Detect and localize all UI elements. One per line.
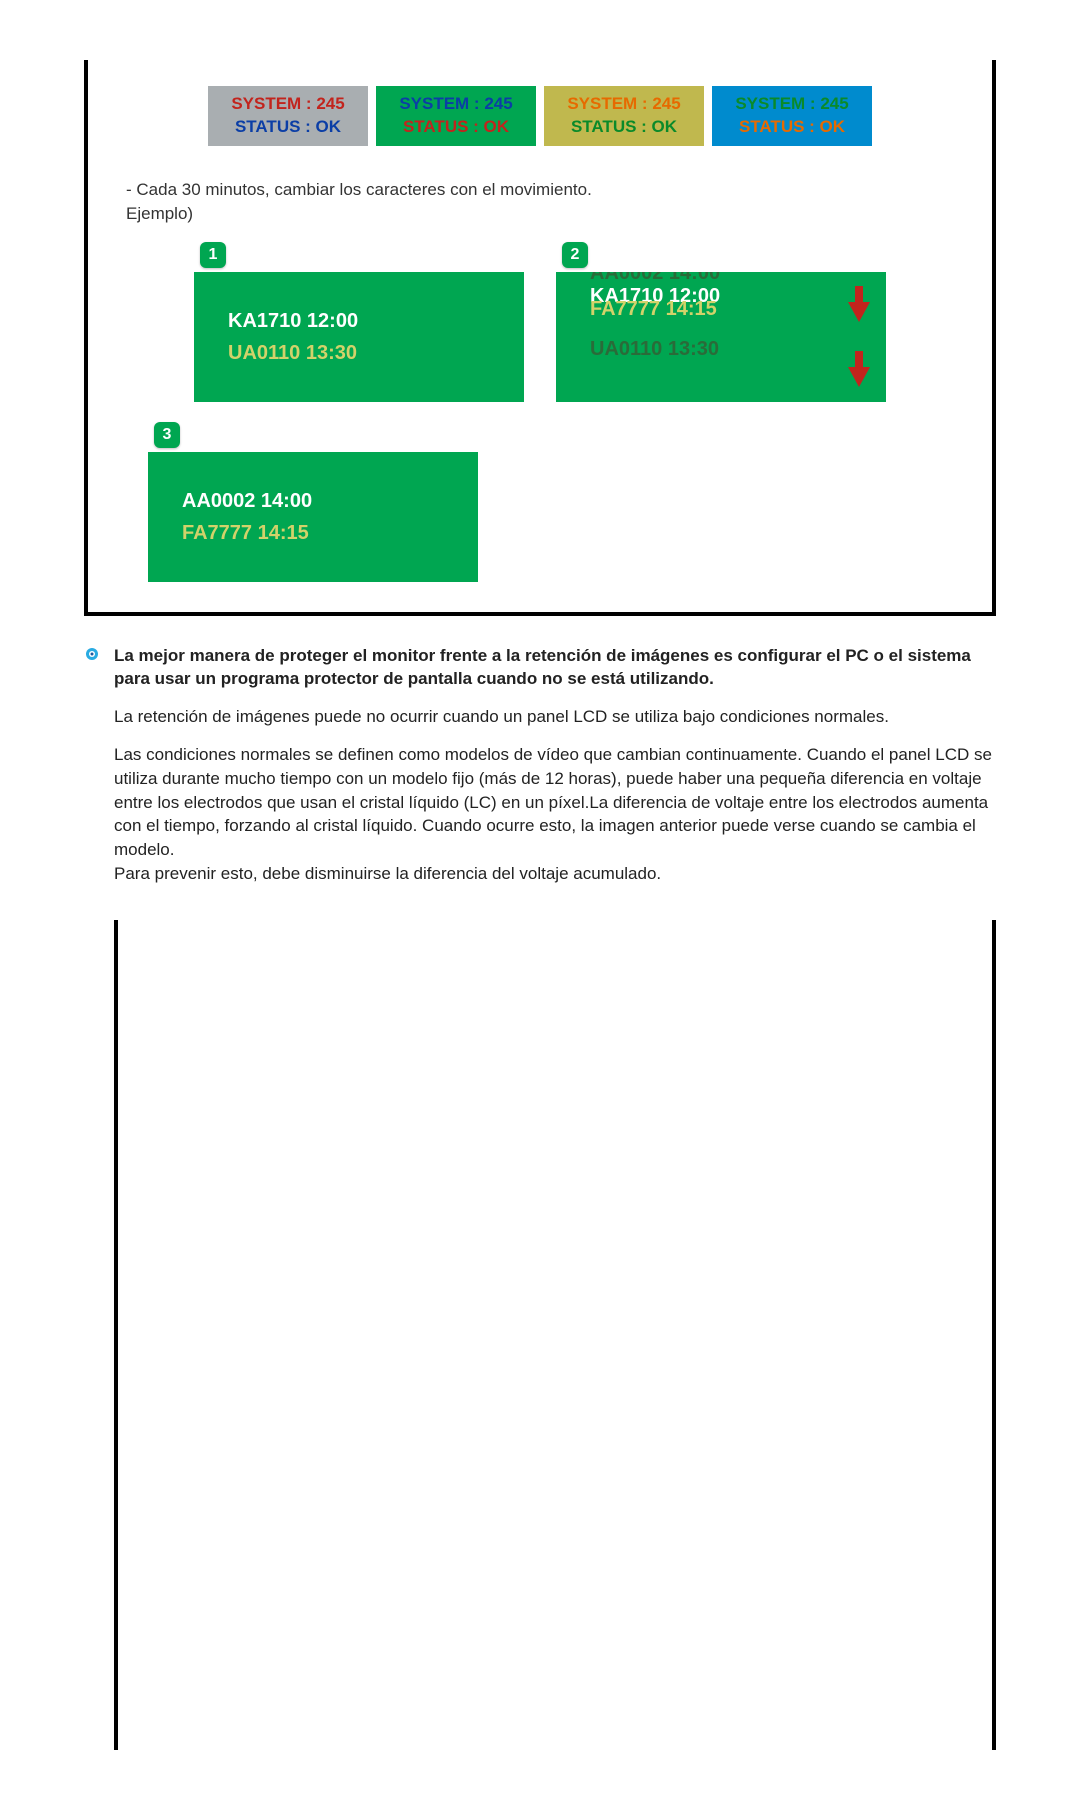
body-p4: Para prevenir esto, debe disminuirse la …	[114, 862, 996, 886]
system-box-2-line1: SYSTEM : 245	[399, 93, 512, 116]
system-box-3-line1: SYSTEM : 245	[567, 93, 680, 116]
caption-line2: Ejemplo)	[126, 204, 193, 223]
system-box-1-line1: SYSTEM : 245	[231, 93, 344, 116]
panel-2-top: AA0002 14:00	[590, 272, 886, 285]
panel-2: AA0002 14:00 KA1710 12:00 FA7777 14:15 U…	[556, 272, 886, 402]
body-text: La mejor manera de proteger el monitor f…	[114, 644, 996, 900]
system-box-1: SYSTEM : 245 STATUS : OK	[208, 86, 368, 146]
arrow-down-icon	[848, 286, 870, 322]
system-status-row: SYSTEM : 245 STATUS : OK SYSTEM : 245 ST…	[108, 60, 972, 166]
system-box-4-line2: STATUS : OK	[739, 116, 845, 139]
panel-3: AA0002 14:00 FA7777 14:15	[148, 452, 478, 582]
panel-group-1: 1 KA1710 12:00 UA0110 13:30	[194, 242, 524, 402]
system-box-4-line1: SYSTEM : 245	[735, 93, 848, 116]
body-p2: La retención de imágenes puede no ocurri…	[114, 705, 996, 729]
system-box-1-line2: STATUS : OK	[235, 116, 341, 139]
panel-1: KA1710 12:00 UA0110 13:30	[194, 272, 524, 402]
panel-row-bottom: 3 AA0002 14:00 FA7777 14:15	[108, 422, 972, 582]
panel-group-2: 2 AA0002 14:00 KA1710 12:00 FA7777 14:15…	[556, 242, 886, 402]
panel-2-mid: KA1710 12:00 FA7777 14:15	[590, 285, 886, 308]
panel-1-row2: UA0110 13:30	[228, 337, 524, 369]
caption-line1: - Cada 30 minutos, cambiar los caractere…	[126, 180, 592, 199]
body-p3: Las condiciones normales se definen como…	[114, 743, 996, 862]
badge-3: 3	[154, 422, 180, 448]
figure-box-top: SYSTEM : 245 STATUS : OK SYSTEM : 245 ST…	[84, 60, 996, 616]
badge-1: 1	[200, 242, 226, 268]
bullet-icon	[84, 646, 100, 662]
panel-3-row1: AA0002 14:00	[182, 485, 478, 517]
scroll-arrows	[848, 272, 870, 402]
system-box-2: SYSTEM : 245 STATUS : OK	[376, 86, 536, 146]
system-box-2-line2: STATUS : OK	[403, 116, 509, 139]
system-box-3-line2: STATUS : OK	[571, 116, 677, 139]
arrow-down-icon	[848, 351, 870, 387]
system-box-3: SYSTEM : 245 STATUS : OK	[544, 86, 704, 146]
page: SYSTEM : 245 STATUS : OK SYSTEM : 245 ST…	[0, 0, 1080, 1818]
system-box-4: SYSTEM : 245 STATUS : OK	[712, 86, 872, 146]
panel-1-row1: KA1710 12:00	[228, 305, 524, 337]
body-section: La mejor manera de proteger el monitor f…	[84, 644, 996, 900]
panel-group-3: 3 AA0002 14:00 FA7777 14:15	[148, 422, 478, 582]
badge-2: 2	[562, 242, 588, 268]
body-p1: La mejor manera de proteger el monitor f…	[114, 644, 996, 692]
panel-row-top: 1 KA1710 12:00 UA0110 13:30 2 AA0002 14:…	[108, 242, 972, 402]
panel-3-row2: FA7777 14:15	[182, 517, 478, 549]
example-caption: - Cada 30 minutos, cambiar los caractere…	[126, 178, 954, 226]
figure-box-bottom	[114, 920, 996, 1750]
panel-2-bottom: UA0110 13:30	[590, 338, 886, 361]
